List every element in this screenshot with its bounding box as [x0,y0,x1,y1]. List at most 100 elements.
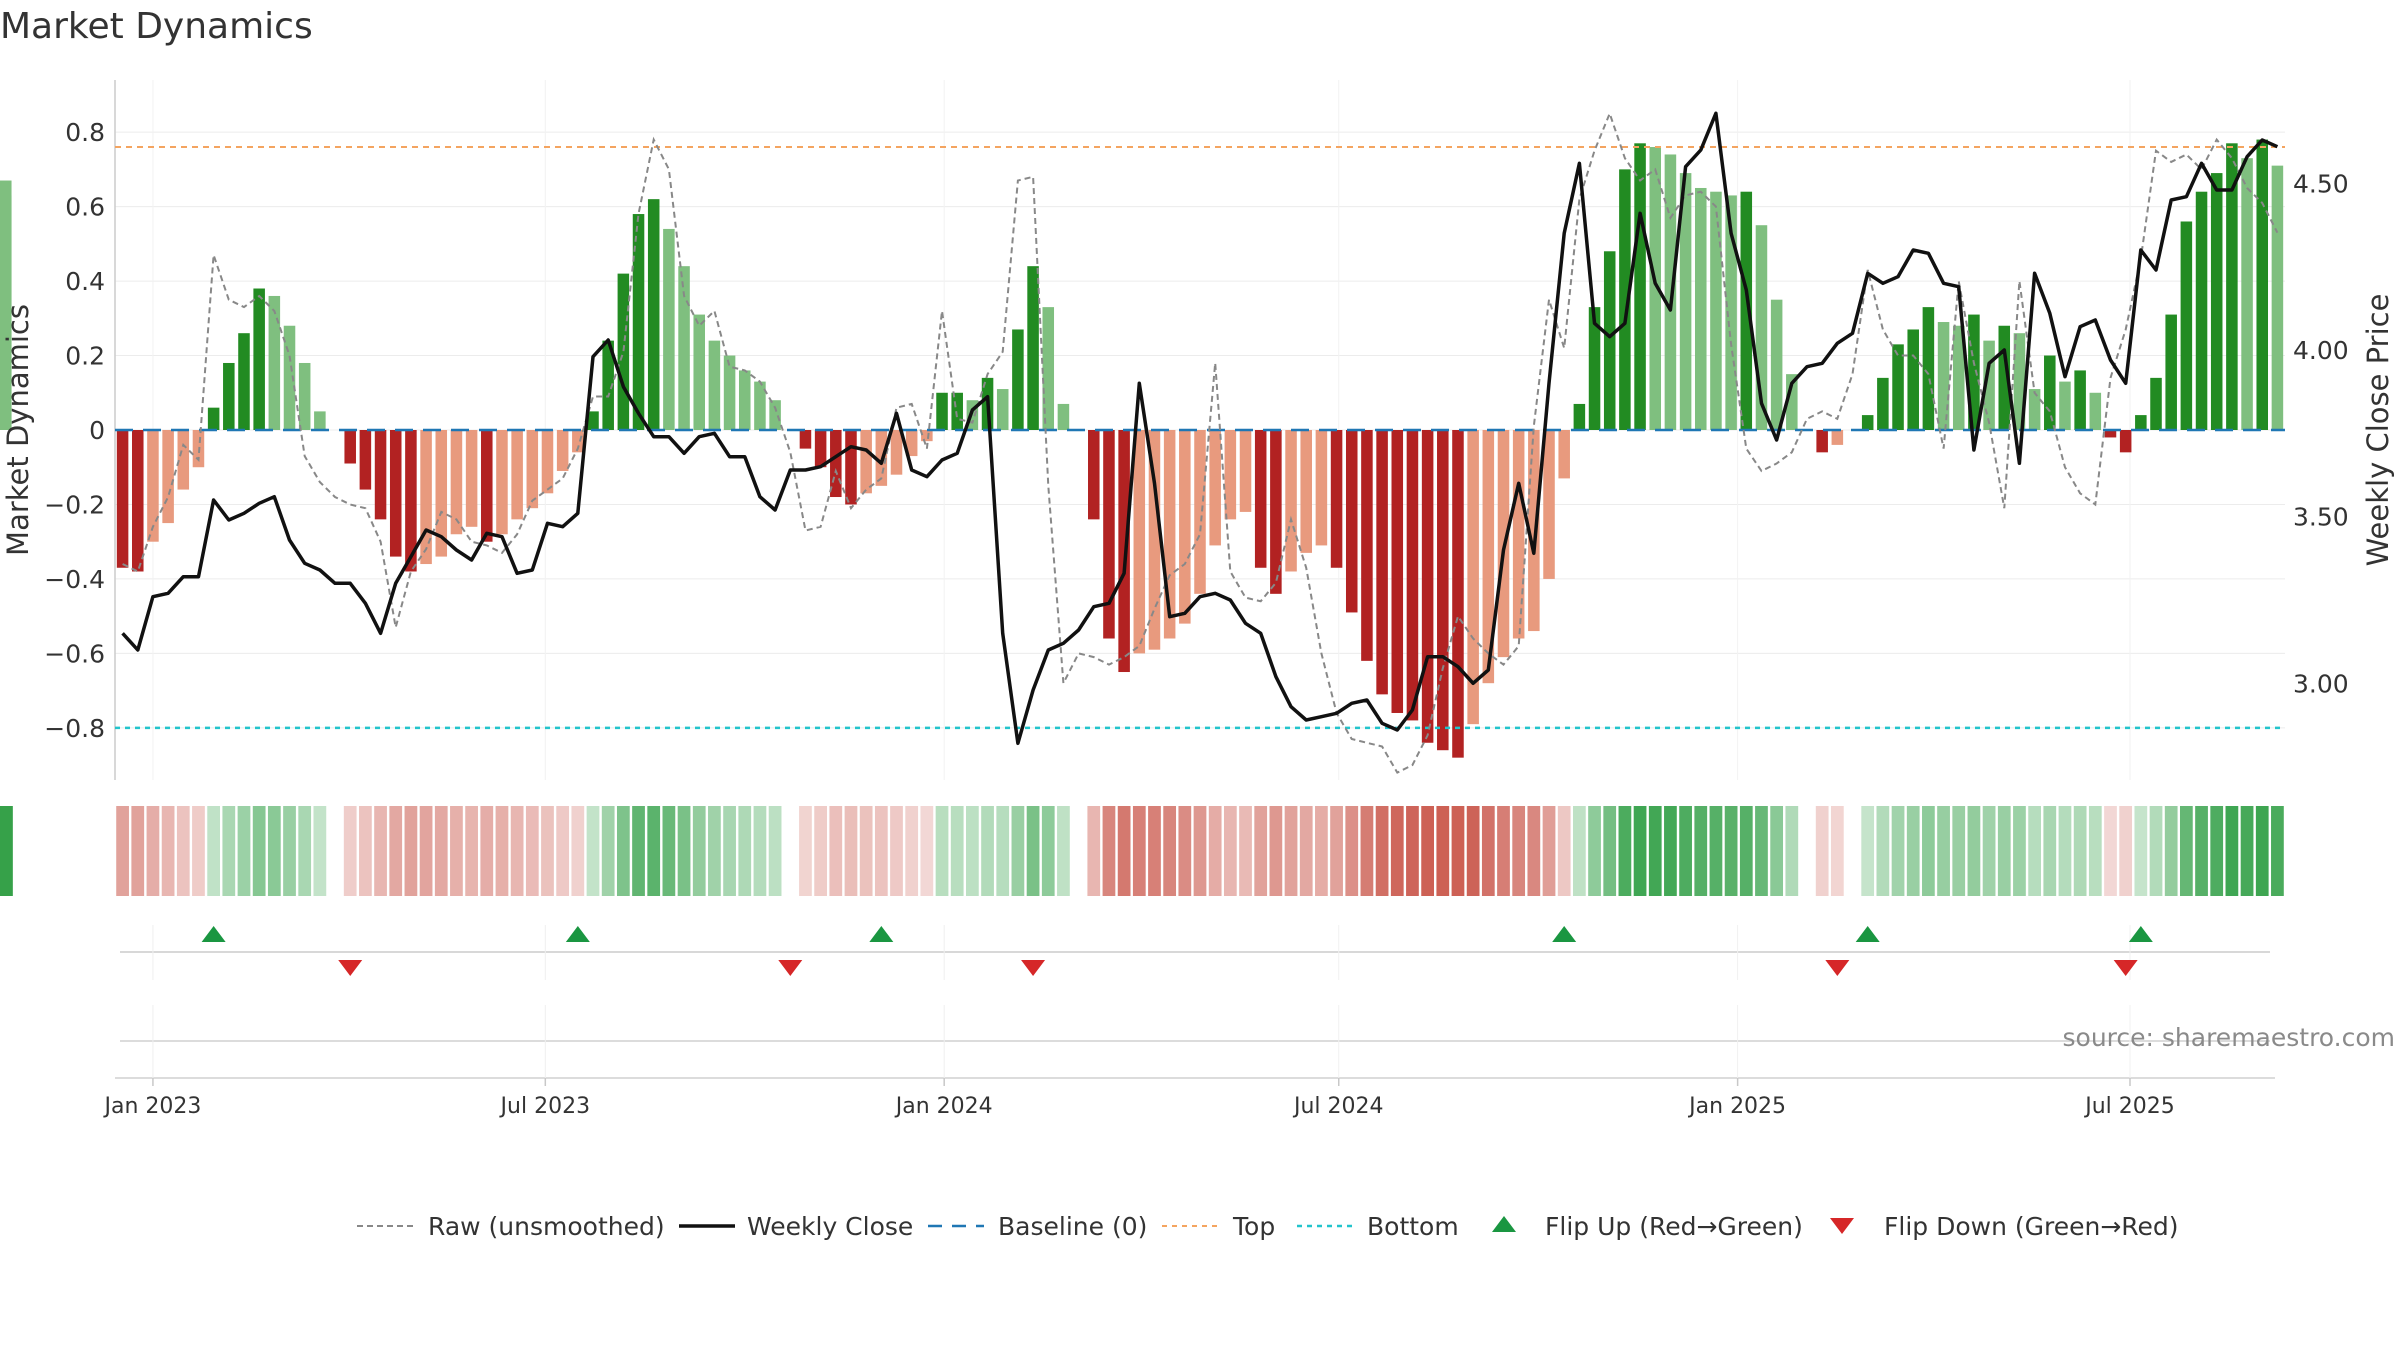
dynamics-bar [632,214,645,430]
regime-cell [2225,806,2239,896]
dynamics-bar [1528,430,1540,632]
left-tick-label: −0.4 [44,565,105,594]
regime-cell [1679,806,1692,896]
regime-cell [510,806,524,896]
dynamics-bar [1543,430,1555,579]
dynamics-bar [2210,173,2223,430]
dynamics-bar [890,430,903,475]
regime-cell [1481,806,1495,896]
dynamics-bar [541,430,554,494]
dynamics-bar [830,430,842,498]
regime-cell [237,806,251,896]
regime-cell [1997,806,2011,896]
dynamics-bar [344,430,356,464]
dynamics-bar [1861,415,1874,430]
dynamics-bar [845,430,857,505]
regime-cell [1102,806,1116,896]
x-tick-label: Jan 2025 [1687,1094,1786,1119]
dynamics-bar [1361,430,1373,661]
dynamics-bar [587,411,599,430]
dynamics-bar [2044,355,2056,430]
source-note: source: sharemaestro.com [2063,1023,2396,1052]
right-tick-label: 4.00 [2293,336,2349,365]
x-tick-label: Jul 2024 [1292,1094,1384,1119]
regime-cell [1087,806,1101,896]
regime-cell [632,806,645,896]
dynamics-bar [2271,165,2284,430]
weekly-close-line [121,111,2279,746]
dynamics-bar [1148,430,1161,650]
dynamics-bar [1012,329,1024,430]
dynamics-bar [1042,307,1055,430]
dynamics-bar [131,430,144,572]
regime-cell [2073,806,2087,896]
regime-cell [1360,806,1374,896]
regime-cell [450,806,463,896]
dynamics-bar [1755,225,1768,430]
regime-cell [1239,806,1252,896]
dynamics-bar [1770,299,1783,430]
dynamics-bar [268,295,281,430]
flip-up-marker [1855,926,1880,942]
regime-strip [0,806,2284,896]
regime-cell [0,806,13,896]
legend-label: Bottom [1367,1212,1459,1241]
regime-cell [161,806,175,896]
regime-cell [1724,806,1738,896]
regime-cell [601,806,615,896]
regime-cell [1132,806,1146,896]
dynamics-bar [1725,195,1737,430]
left-tick-label: 0 [89,416,105,445]
dynamics-bar [1467,430,1479,725]
regime-cell [616,806,630,896]
dynamics-bar [2104,430,2117,438]
legend-flip-up-swatch [1492,1216,1516,1232]
regime-cell [799,806,812,896]
dynamics-bar [223,362,235,430]
regime-cell [2013,806,2026,896]
regime-cell [1284,806,1298,896]
legend-flip-down-swatch [1830,1218,1854,1234]
regime-cell [192,806,205,896]
dynamics-bar [2180,221,2193,430]
dynamics-bar [2165,314,2177,430]
right-tick-label: 3.50 [2293,503,2349,532]
regime-cell [981,806,994,896]
regime-cell [313,806,327,896]
dynamics-bar [147,430,159,542]
dynamics-bar [1406,430,1419,721]
regime-cell [1648,806,1662,896]
x-axis: Jan 2023 Jul 2023 Jan 2024 Jul 2024 Jan 2025… [102,1078,2175,1119]
dynamics-bar [1270,430,1282,594]
regime-cell [2104,806,2117,896]
dynamics-bar [693,314,705,430]
regime-cell [283,806,296,896]
legend-label: Baseline (0) [998,1212,1147,1241]
regime-cell [419,806,433,896]
dynamics-bar [116,430,129,568]
regime-cell [1390,806,1404,896]
x-tick-label: Jan 2023 [102,1094,201,1119]
dynamics-bar [435,430,448,557]
dynamics-bar [1330,430,1343,568]
regime-cell [556,806,570,896]
regime-cell [1982,806,1996,896]
dynamics-bar [996,389,1009,430]
regime-cell [434,806,448,896]
dynamics-bar [1892,344,1904,430]
regime-cell [1891,806,1905,896]
dynamics-bar [1452,430,1464,758]
right-tick-label: 3.00 [2293,669,2349,698]
dynamics-bar [936,392,948,430]
regime-cell [1527,806,1541,896]
dynamics-bar [708,340,721,430]
regime-cell [1801,806,1814,896]
dynamics-bar [2074,370,2086,430]
regime-cell [131,806,145,896]
regime-cell [2134,806,2148,896]
regime-cell [1709,806,1723,896]
left-tick-label: 0.8 [65,118,105,147]
regime-cell [1315,806,1328,896]
dynamics-bar [754,381,766,430]
regime-cell [1269,806,1283,896]
